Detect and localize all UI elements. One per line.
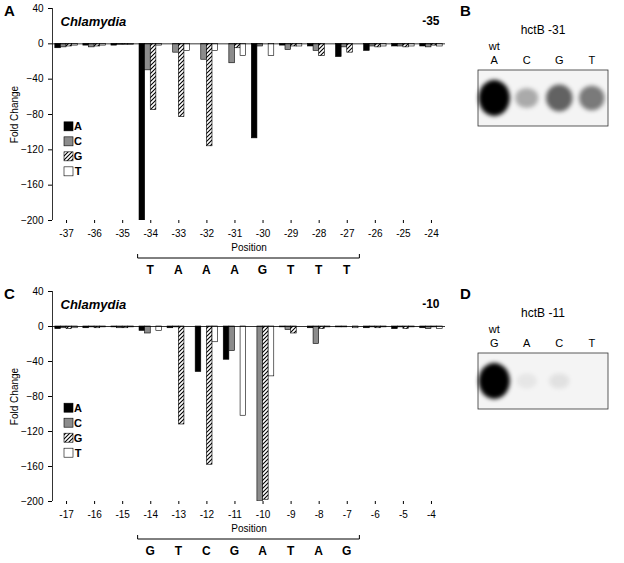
svg-text:-12: -12 [200, 509, 215, 520]
svg-text:-17: -17 [59, 509, 74, 520]
svg-text:−160: −160 [21, 461, 44, 472]
svg-text:-34: -34 [144, 228, 159, 239]
svg-text:Position: Position [231, 242, 267, 253]
svg-text:-10: -10 [422, 297, 440, 311]
svg-text:T: T [343, 263, 351, 277]
svg-text:A: A [174, 263, 183, 277]
svg-text:−120: −120 [21, 426, 44, 437]
svg-text:wt: wt [488, 323, 500, 335]
svg-text:C: C [74, 135, 82, 147]
svg-text:-32: -32 [200, 228, 215, 239]
svg-text:Fold Change: Fold Change [9, 85, 20, 143]
svg-text:T: T [315, 263, 323, 277]
svg-text:T: T [147, 263, 155, 277]
svg-text:−80: −80 [27, 391, 44, 402]
svg-text:40: 40 [32, 3, 44, 14]
html-text:A: A [4, 2, 15, 19]
svg-text:T: T [588, 337, 595, 349]
svg-text:-14: -14 [144, 509, 159, 520]
svg-text:-37: -37 [59, 228, 74, 239]
svg-text:-27: -27 [340, 228, 355, 239]
svg-text:−160: −160 [21, 179, 44, 190]
svg-text:-28: -28 [312, 228, 327, 239]
svg-text:G: G [490, 337, 499, 349]
svg-text:wt: wt [488, 40, 500, 52]
svg-text:G: G [74, 432, 83, 444]
svg-text:-6: -6 [371, 509, 380, 520]
svg-text:−80: −80 [27, 109, 44, 120]
svg-text:A: A [230, 263, 239, 277]
svg-text:hctB -11: hctB -11 [521, 306, 565, 320]
svg-text:-25: -25 [396, 228, 411, 239]
svg-text:C: C [555, 337, 563, 349]
svg-text:0: 0 [38, 38, 44, 49]
svg-text:A: A [523, 337, 531, 349]
svg-text:G: G [230, 544, 239, 558]
svg-text:T: T [75, 447, 82, 459]
svg-text:−200: −200 [21, 215, 44, 226]
svg-text:40: 40 [32, 286, 44, 297]
svg-text:-13: -13 [172, 509, 187, 520]
svg-text:T: T [588, 54, 595, 66]
svg-text:-11: -11 [228, 509, 242, 520]
svg-text:G: G [146, 544, 155, 558]
svg-text:-9: -9 [287, 509, 296, 520]
svg-text:-15: -15 [115, 509, 130, 520]
svg-text:Chlamydia: Chlamydia [61, 297, 127, 312]
svg-text:−40: −40 [27, 73, 44, 84]
svg-text:T: T [287, 544, 295, 558]
svg-text:-26: -26 [368, 228, 383, 239]
svg-text:T: T [175, 544, 183, 558]
svg-text:-8: -8 [315, 509, 324, 520]
svg-text:C: C [74, 417, 82, 429]
svg-text:-36: -36 [87, 228, 102, 239]
svg-text:−40: −40 [27, 356, 44, 367]
svg-text:0: 0 [38, 321, 44, 332]
svg-text:T: T [75, 165, 82, 177]
svg-text:G: G [258, 263, 267, 277]
svg-text:G: G [74, 150, 83, 162]
svg-text:A: A [491, 54, 499, 66]
svg-text:A: A [202, 263, 211, 277]
svg-text:-29: -29 [284, 228, 299, 239]
svg-text:-5: -5 [399, 509, 408, 520]
svg-text:hctB -31: hctB -31 [521, 23, 566, 37]
svg-text:-35: -35 [115, 228, 130, 239]
svg-text:-7: -7 [343, 509, 352, 520]
svg-text:A: A [74, 402, 82, 414]
svg-text:A: A [258, 544, 267, 558]
svg-text:C: C [202, 544, 211, 558]
svg-text:−120: −120 [21, 144, 44, 155]
svg-text:-4: -4 [427, 509, 436, 520]
svg-text:-10: -10 [256, 509, 271, 520]
svg-text:-31: -31 [228, 228, 243, 239]
svg-text:-33: -33 [172, 228, 187, 239]
svg-text:-24: -24 [424, 228, 439, 239]
html-text:B: B [460, 2, 471, 19]
svg-text:G: G [342, 544, 351, 558]
svg-text:Chlamydia: Chlamydia [61, 14, 127, 29]
svg-text:A: A [74, 120, 82, 132]
svg-text:-16: -16 [87, 509, 102, 520]
svg-text:T: T [287, 263, 295, 277]
svg-text:C: C [523, 54, 531, 66]
svg-text:−200: −200 [21, 496, 44, 507]
svg-text:G: G [555, 54, 564, 66]
html-text:D: D [460, 285, 471, 302]
svg-text:Position: Position [231, 523, 267, 534]
html-text:C: C [4, 285, 15, 302]
svg-text:-30: -30 [256, 228, 271, 239]
svg-text:A: A [314, 544, 323, 558]
svg-text:-35: -35 [422, 14, 440, 28]
svg-text:Fold Change: Fold Change [9, 367, 20, 425]
